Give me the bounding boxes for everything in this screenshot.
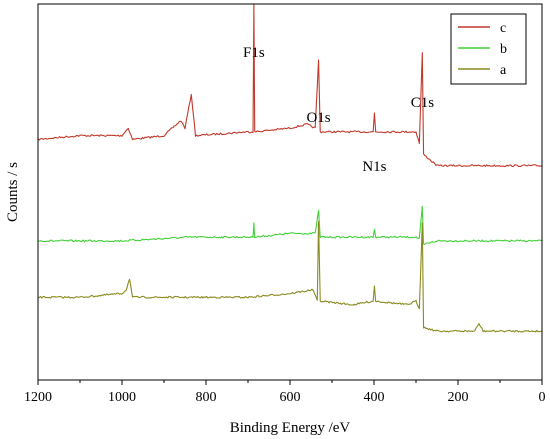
- x-tick-label-600: 600: [280, 390, 301, 405]
- legend: cba: [450, 13, 527, 85]
- peak-label-f1s: F1s: [243, 45, 265, 61]
- legend-label-c: c: [500, 21, 506, 36]
- series-line-c: [37, 4, 543, 168]
- x-tick-label-1200: 1200: [24, 390, 52, 405]
- peak-label-o1s: O1s: [306, 110, 330, 126]
- x-tick-label-200: 200: [448, 390, 469, 405]
- x-tick-label-1000: 1000: [108, 390, 136, 405]
- legend-label-b: b: [500, 42, 507, 57]
- legend-box: [450, 13, 527, 85]
- legend-label-a: a: [500, 63, 507, 78]
- peak-label-n1s: N1s: [362, 159, 386, 175]
- peak-labels: F1s O1s N1s C1s: [243, 45, 434, 175]
- x-tick-label-400: 400: [364, 390, 385, 405]
- x-ticks: 1200 1000 800 600 400 200 0: [24, 380, 546, 405]
- x-tick-label-800: 800: [196, 390, 217, 405]
- legend-items: cba: [458, 21, 507, 78]
- series-line-b: [37, 205, 543, 245]
- peak-label-c1s: C1s: [411, 95, 435, 111]
- series-line-a: [37, 221, 543, 333]
- y-axis-label: Counts / s: [5, 162, 21, 222]
- x-tick-label-0: 0: [539, 390, 546, 405]
- x-axis-label: Binding Energy /eV: [230, 420, 351, 436]
- series-layer: [37, 4, 543, 333]
